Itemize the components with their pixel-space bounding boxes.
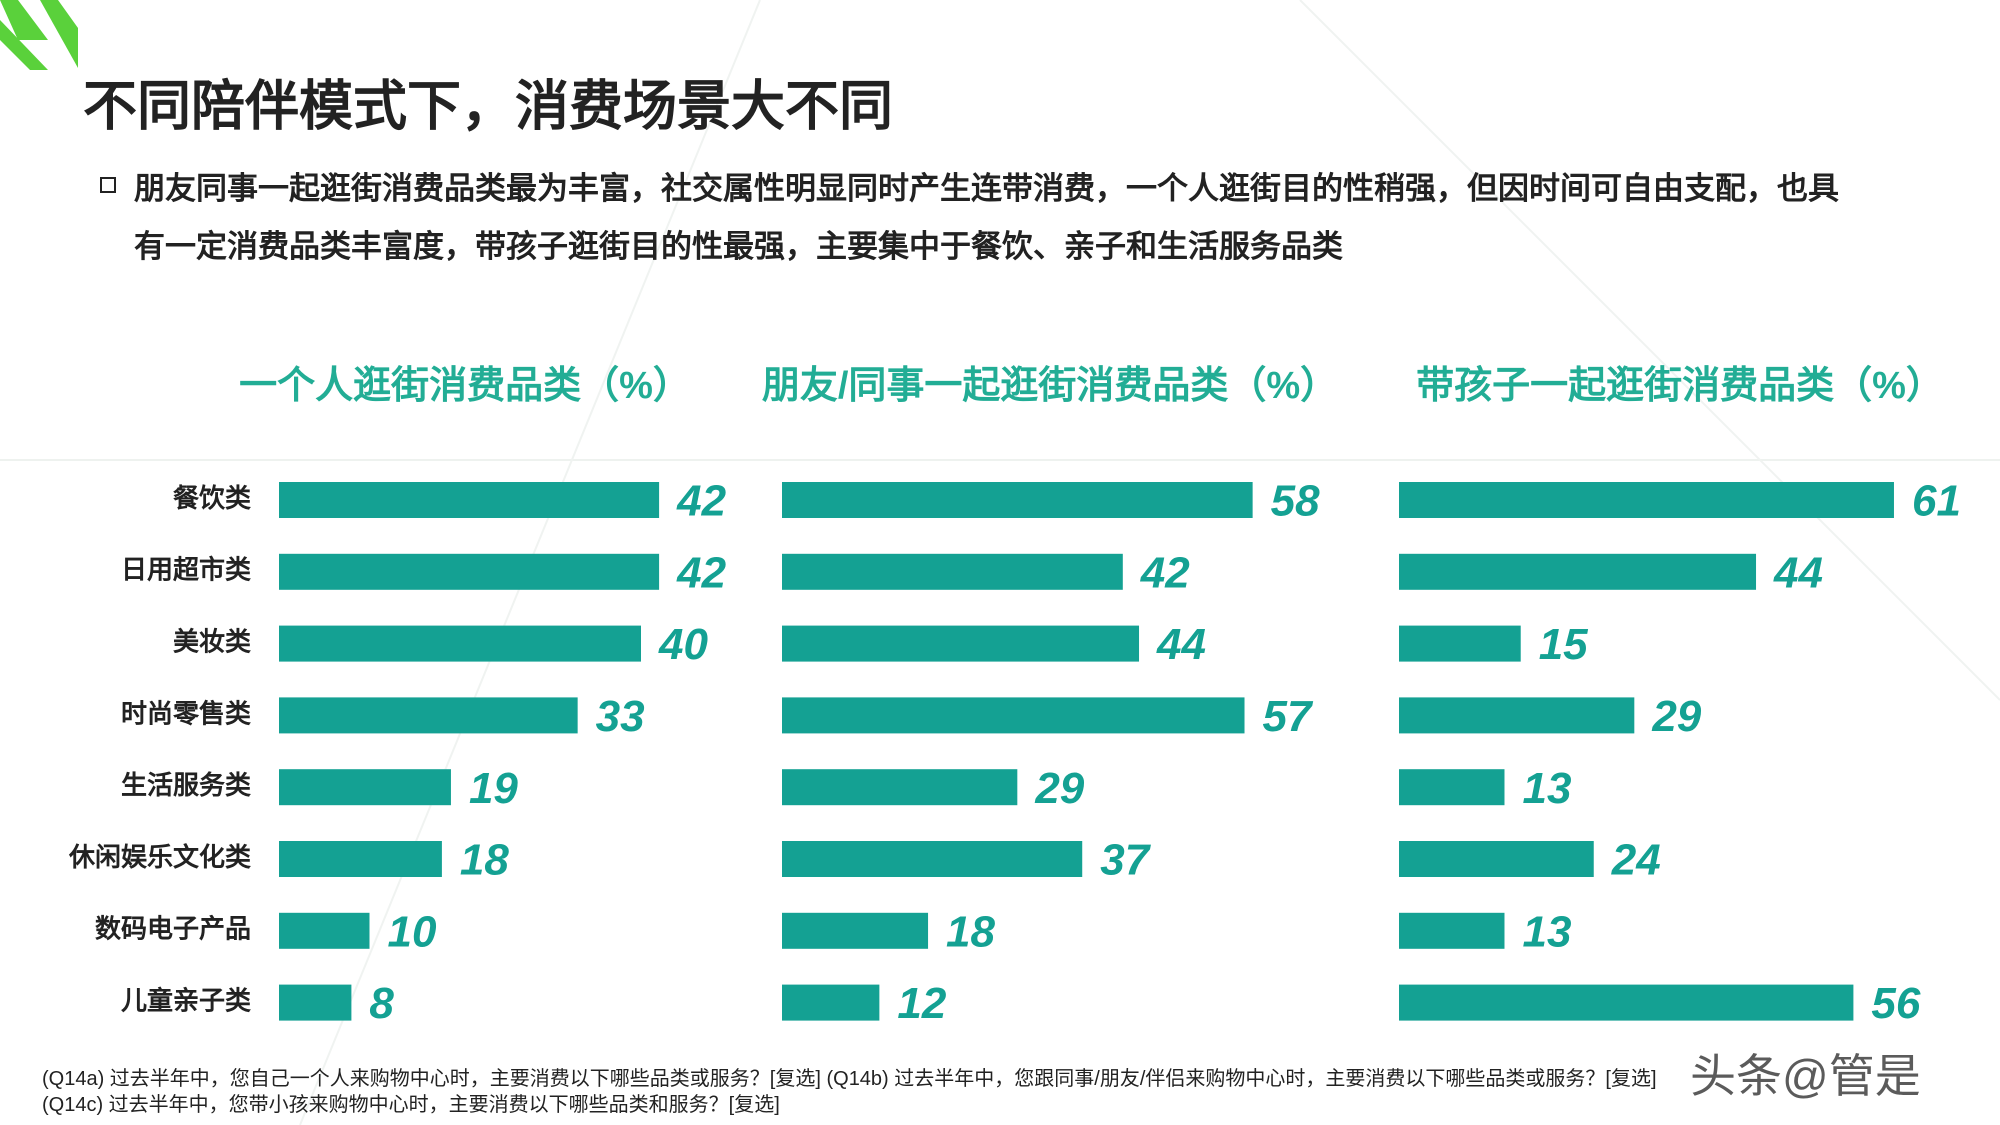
bar: [782, 769, 1018, 806]
logo: [0, 20, 48, 70]
bar: [782, 625, 1140, 662]
value-label: 33: [596, 692, 645, 741]
category-label: 休闲娱乐文化类: [68, 842, 251, 872]
category-label: 餐饮类: [173, 483, 251, 513]
value-label: 10: [388, 907, 437, 956]
bar: [1399, 625, 1521, 662]
value-label: 29: [1034, 764, 1084, 813]
chart-title: 一个人逛街消费品类（%）: [239, 365, 691, 407]
bar: [782, 482, 1253, 518]
value-label: 40: [658, 620, 708, 669]
value-label: 29: [1651, 692, 1701, 741]
bar: [1399, 984, 1854, 1021]
value-label: 37: [1100, 836, 1151, 885]
value-label: 13: [1522, 907, 1571, 956]
value-label: 15: [1539, 620, 1588, 669]
logo: [40, 0, 78, 68]
value-label: 42: [1140, 548, 1190, 597]
bar: [1399, 697, 1635, 734]
page-title: 不同陪伴模式下，消费场景大不同: [83, 76, 893, 136]
bar: [782, 984, 880, 1021]
bar: [279, 912, 370, 949]
bar: [782, 697, 1245, 734]
value-label: 58: [1271, 477, 1320, 526]
bar: [279, 697, 578, 734]
value-label: 19: [469, 764, 518, 813]
value-label: 42: [676, 477, 726, 526]
chart-title: 带孩子一起逛街消费品类（%）: [1416, 365, 1944, 407]
value-label: 12: [897, 979, 946, 1028]
bullet-text: 朋友同事一起逛街消费品类最为丰富，社交属性明显同时产生连带消费，一个人逛街目的性…: [134, 171, 1839, 264]
bg-line: [1299, 0, 2000, 701]
category-label: 数码电子产品: [95, 914, 251, 944]
bar: [1399, 553, 1757, 590]
bar: [782, 912, 929, 949]
category-label: 日用超市类: [121, 555, 251, 585]
footnote: (Q14c) 过去半年中，您带小孩来购物中心时，主要消费以下哪些品类和服务？[复…: [42, 1094, 780, 1116]
category-label: 时尚零售类: [121, 698, 251, 728]
value-label: 44: [1773, 548, 1823, 597]
bar: [279, 625, 641, 662]
bar: [782, 553, 1123, 590]
logo: [0, 0, 48, 40]
footnote: (Q14a) 过去半年中，您自己一个人来购物中心时，主要消费以下哪些品类或服务？…: [42, 1068, 1657, 1090]
value-label: 13: [1522, 764, 1571, 813]
value-label: 42: [676, 548, 726, 597]
category-label: 美妆类: [173, 626, 251, 656]
bar: [279, 841, 442, 877]
bullet-mark: [100, 177, 116, 193]
chart-title: 朋友/同事一起逛街消费品类（%）: [762, 365, 1338, 407]
bar: [1399, 482, 1894, 518]
value-label: 57: [1263, 692, 1314, 741]
category-label: 生活服务类: [121, 770, 251, 800]
bar: [1399, 912, 1505, 949]
bar: [782, 841, 1083, 877]
value-label: 24: [1611, 836, 1661, 885]
watermark: 头条@管是: [1690, 1050, 1921, 1102]
value-label: 44: [1156, 620, 1206, 669]
value-label: 18: [460, 836, 509, 885]
bar: [1399, 769, 1505, 806]
category-label: 儿童亲子类: [121, 985, 251, 1015]
value-label: 18: [946, 907, 995, 956]
bar: [279, 553, 660, 590]
value-label: 61: [1912, 477, 1961, 526]
bar: [279, 482, 660, 518]
value-label: 8: [369, 979, 394, 1028]
bar: [279, 769, 451, 806]
bar: [1399, 841, 1594, 877]
bar: [279, 984, 352, 1021]
value-label: 56: [1871, 979, 1920, 1028]
